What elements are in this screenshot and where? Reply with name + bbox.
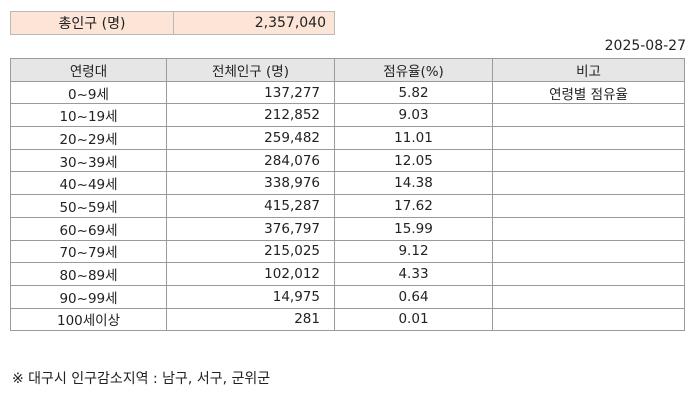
population-cell: 259,482 [166, 126, 335, 150]
header-age-group: 연령대 [10, 58, 167, 82]
footnote-population-decline-areas: ※ 대구시 인구감소지역 : 남구, 서구, 군위군 [12, 371, 271, 387]
population-cell: 338,976 [166, 171, 335, 196]
table-row: 20~29세 259,482 11.01 [10, 126, 685, 150]
population-cell: 415,287 [166, 194, 335, 218]
note-cell [492, 284, 685, 309]
table-row: 80~89세 102,012 4.33 [10, 262, 685, 286]
table-row: 70~79세 215,025 9.12 [10, 239, 685, 264]
summary-row: 총인구 (명) 2,357,040 [10, 11, 335, 35]
note-cell: 연령별 점유율 [492, 80, 685, 105]
note-cell [492, 307, 685, 332]
age-population-table: 연령대 전체인구 (명) 점유율(%) 비고 0~9세 137,277 5.82… [10, 58, 685, 332]
population-cell: 137,277 [166, 80, 335, 105]
note-cell [492, 239, 685, 264]
age-group-cell: 50~59세 [10, 194, 167, 218]
note-cell [492, 148, 685, 173]
age-group-cell: 30~39세 [10, 148, 167, 173]
report-date: 2025-08-27 [604, 38, 686, 54]
header-share: 점유율(%) [334, 58, 493, 82]
share-cell: 12.05 [334, 148, 493, 173]
share-cell: 9.03 [334, 103, 493, 128]
share-cell: 15.99 [334, 216, 493, 241]
table-row: 60~69세 376,797 15.99 [10, 216, 685, 241]
table-header-row: 연령대 전체인구 (명) 점유율(%) 비고 [10, 58, 685, 82]
age-group-cell: 70~79세 [10, 239, 167, 264]
table-row: 100세이상 281 0.01 [10, 307, 685, 332]
age-group-cell: 60~69세 [10, 216, 167, 241]
note-cell [492, 103, 685, 128]
table-row: 30~39세 284,076 12.05 [10, 148, 685, 173]
share-cell: 4.33 [334, 262, 493, 286]
age-group-cell: 20~29세 [10, 126, 167, 150]
note-cell [492, 216, 685, 241]
population-cell: 212,852 [166, 103, 335, 128]
total-population-summary: 총인구 (명) 2,357,040 [10, 11, 335, 35]
note-cell [492, 262, 685, 286]
note-cell [492, 171, 685, 196]
header-note: 비고 [492, 58, 685, 82]
header-population: 전체인구 (명) [166, 58, 335, 82]
share-cell: 17.62 [334, 194, 493, 218]
age-group-cell: 40~49세 [10, 171, 167, 196]
share-cell: 5.82 [334, 80, 493, 105]
age-group-cell: 0~9세 [10, 80, 167, 105]
share-cell: 0.01 [334, 307, 493, 332]
population-cell: 14,975 [166, 284, 335, 309]
table-body: 0~9세 137,277 5.82 연령별 점유율 10~19세 212,852… [10, 80, 685, 332]
table-row: 50~59세 415,287 17.62 [10, 194, 685, 218]
total-population-value: 2,357,040 [173, 11, 335, 35]
table-row: 90~99세 14,975 0.64 [10, 284, 685, 309]
share-cell: 11.01 [334, 126, 493, 150]
share-cell: 9.12 [334, 239, 493, 264]
share-cell: 14.38 [334, 171, 493, 196]
age-group-cell: 80~89세 [10, 262, 167, 286]
total-population-label: 총인구 (명) [10, 11, 174, 35]
population-cell: 281 [166, 307, 335, 332]
note-cell [492, 126, 685, 150]
table-row: 10~19세 212,852 9.03 [10, 103, 685, 128]
population-cell: 284,076 [166, 148, 335, 173]
share-cell: 0.64 [334, 284, 493, 309]
age-group-cell: 100세이상 [10, 307, 167, 332]
note-cell [492, 194, 685, 218]
age-group-cell: 10~19세 [10, 103, 167, 128]
population-cell: 215,025 [166, 239, 335, 264]
age-group-cell: 90~99세 [10, 284, 167, 309]
table-row: 0~9세 137,277 5.82 연령별 점유율 [10, 80, 685, 105]
table-row: 40~49세 338,976 14.38 [10, 171, 685, 196]
population-cell: 376,797 [166, 216, 335, 241]
population-cell: 102,012 [166, 262, 335, 286]
